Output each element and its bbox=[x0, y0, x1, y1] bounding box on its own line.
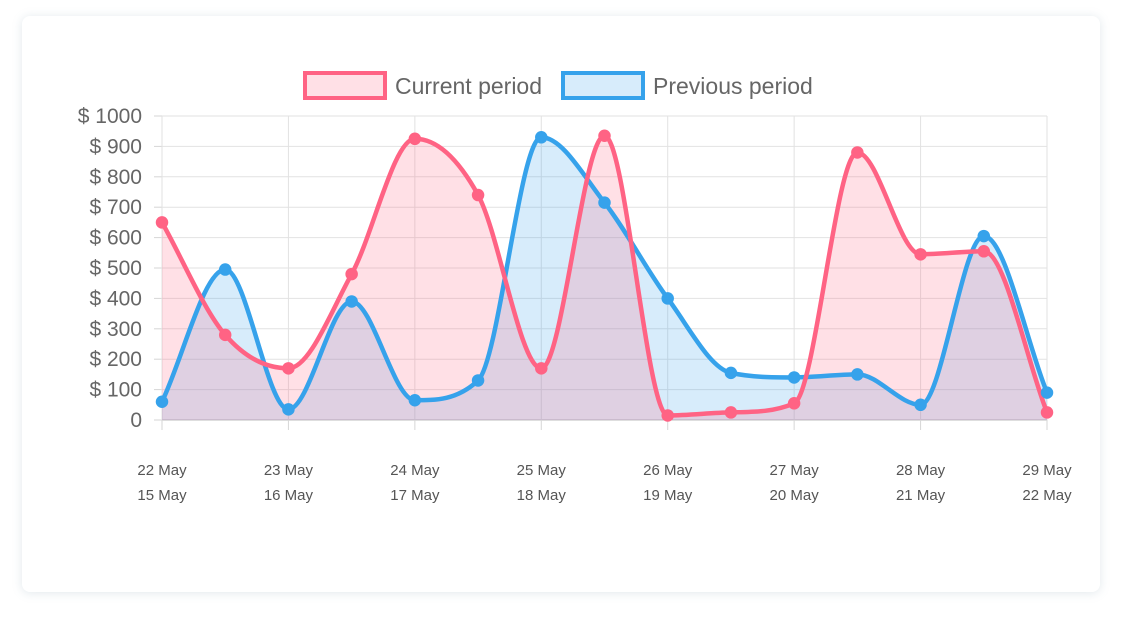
y-axis-ticks: $ 1000$ 900$ 800$ 700$ 600$ 500$ 400$ 30… bbox=[78, 105, 142, 432]
data-point-previous[interactable] bbox=[914, 398, 927, 412]
area-fill-previous bbox=[162, 137, 1047, 420]
legend-label: Current period bbox=[395, 73, 542, 99]
x-tick-label-previous: 16 May bbox=[264, 487, 314, 504]
x-tick-label-previous: 21 May bbox=[896, 487, 946, 504]
data-point-current[interactable] bbox=[471, 188, 485, 202]
x-tick-label-current: 28 May bbox=[896, 462, 946, 479]
data-point-previous[interactable] bbox=[471, 374, 485, 387]
data-point-previous[interactable] bbox=[535, 131, 548, 144]
data-point-current[interactable] bbox=[787, 397, 801, 410]
data-point-previous[interactable] bbox=[1040, 386, 1054, 399]
data-point-previous[interactable] bbox=[851, 368, 864, 381]
data-points bbox=[155, 129, 1054, 422]
x-tick-label-previous: 18 May bbox=[517, 487, 567, 504]
x-tick-label-current: 22 May bbox=[137, 462, 187, 479]
data-point-previous[interactable] bbox=[598, 196, 611, 209]
data-point-current[interactable] bbox=[218, 328, 232, 342]
data-point-previous[interactable] bbox=[155, 395, 169, 409]
legend-item-previous[interactable]: Previous period bbox=[561, 71, 813, 100]
data-point-current[interactable] bbox=[851, 146, 864, 159]
data-point-current[interactable] bbox=[724, 406, 738, 419]
data-point-current[interactable] bbox=[408, 132, 422, 146]
x-tick-label-previous: 15 May bbox=[137, 487, 187, 504]
y-tick-label: 0 bbox=[130, 409, 142, 432]
data-point-previous[interactable] bbox=[977, 229, 991, 243]
y-tick-label: $ 500 bbox=[89, 257, 142, 280]
data-point-current[interactable] bbox=[345, 267, 358, 281]
data-point-current[interactable] bbox=[661, 409, 674, 422]
grid-lines bbox=[154, 115, 1048, 430]
data-point-current[interactable] bbox=[155, 216, 169, 229]
legend-item-current[interactable]: Current period bbox=[303, 71, 542, 100]
y-tick-label: $ 700 bbox=[89, 196, 142, 219]
data-point-current[interactable] bbox=[1040, 406, 1054, 419]
y-tick-label: $ 200 bbox=[89, 348, 142, 371]
x-tick-label-current: 25 May bbox=[517, 462, 567, 479]
data-point-previous[interactable] bbox=[724, 366, 738, 380]
data-point-previous[interactable] bbox=[282, 403, 295, 416]
data-point-current[interactable] bbox=[977, 245, 991, 258]
x-tick-label-previous: 22 May bbox=[1022, 487, 1072, 504]
data-point-previous[interactable] bbox=[218, 263, 232, 276]
y-tick-label: $ 400 bbox=[89, 287, 142, 310]
x-tick-label-current: 23 May bbox=[264, 462, 314, 479]
data-point-previous[interactable] bbox=[408, 393, 422, 407]
x-tick-label-previous: 17 May bbox=[390, 487, 440, 504]
x-tick-label-previous: 20 May bbox=[770, 487, 820, 504]
data-point-previous[interactable] bbox=[661, 292, 674, 305]
y-tick-label: $ 300 bbox=[89, 318, 142, 341]
x-tick-label-current: 26 May bbox=[643, 462, 693, 479]
x-tick-label-current: 29 May bbox=[1022, 462, 1072, 479]
y-tick-label: $ 800 bbox=[89, 166, 142, 189]
data-point-previous[interactable] bbox=[787, 371, 801, 384]
data-point-current[interactable] bbox=[282, 362, 295, 375]
data-point-previous[interactable] bbox=[345, 295, 358, 308]
x-axis-ticks: 22 May 15 May 23 May 16 May 24 May 17 May 25 M… bbox=[137, 462, 1072, 504]
y-tick-label: $ 900 bbox=[89, 135, 142, 158]
data-point-current[interactable] bbox=[535, 362, 548, 375]
data-point-current[interactable] bbox=[598, 129, 611, 143]
legend: Current period Previous period bbox=[303, 71, 813, 100]
x-tick-label-previous: 19 May bbox=[643, 487, 693, 504]
legend-swatch bbox=[303, 71, 387, 100]
legend-swatch bbox=[561, 71, 645, 100]
data-point-current[interactable] bbox=[914, 248, 927, 261]
area-fill-current bbox=[162, 135, 1047, 420]
y-tick-label: $ 1000 bbox=[78, 105, 142, 128]
area-fills bbox=[162, 135, 1047, 420]
y-tick-label: $ 600 bbox=[89, 227, 142, 250]
x-tick-label-current: 27 May bbox=[770, 462, 820, 479]
legend-label: Previous period bbox=[653, 73, 813, 99]
y-tick-label: $ 100 bbox=[89, 379, 142, 402]
x-tick-label-current: 24 May bbox=[390, 462, 440, 479]
